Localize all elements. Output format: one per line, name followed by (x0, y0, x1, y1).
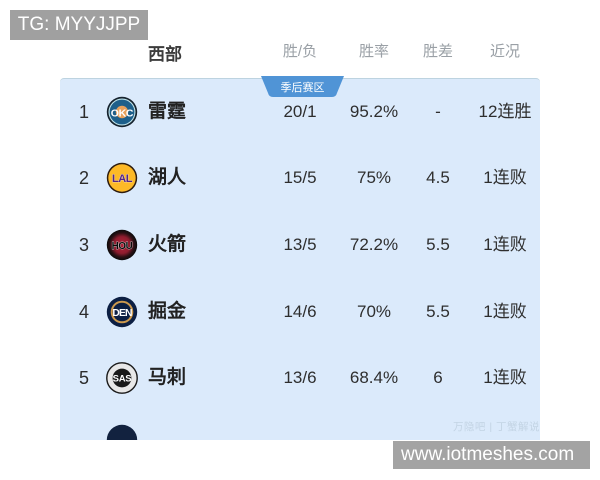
svg-text:LAL: LAL (112, 173, 133, 185)
svg-text:SAS: SAS (113, 374, 132, 385)
svg-text:DEN: DEN (112, 308, 132, 319)
svg-text:HOU: HOU (112, 241, 133, 252)
svg-text:OKC: OKC (111, 108, 134, 120)
